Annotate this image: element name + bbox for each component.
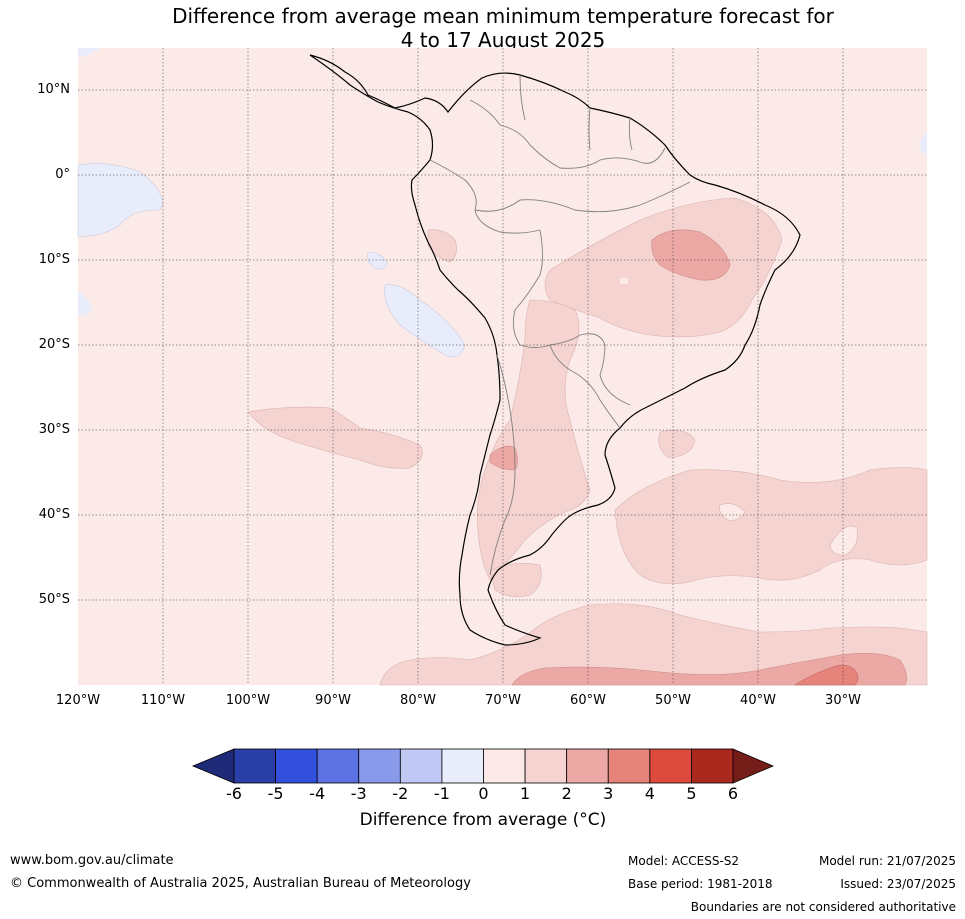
colorbar-tick-label: -1 [433,784,450,803]
model-text: Model: ACCESS-S2 [628,854,740,868]
lat-label: 10°N [37,82,70,97]
anomaly-3-4-patch [793,664,859,686]
colorbar-tick-label: 3 [603,784,614,803]
lat-label: 40°S [38,507,70,522]
colorbar-under-arrow [191,748,235,784]
colorbar-segment [691,748,734,784]
negative-anomaly-patch [384,284,466,358]
colorbar-segment [524,748,568,784]
colorbar-tick-label: 0 [478,784,489,803]
colorbar-segment [566,748,609,784]
lon-label: 30°W [825,693,861,708]
colorbar-segment [358,748,401,784]
anomaly-2-3-patch [511,653,907,686]
colorbar-tick-label: -5 [267,784,284,803]
lon-label: 60°W [570,693,606,708]
colorbar-tick-label: -2 [392,784,409,803]
lat-label: 20°S [38,337,70,352]
colorbar-tick-label: 4 [644,784,655,803]
lat-label: 0° [55,167,70,182]
lon-label: 70°W [485,693,521,708]
colorbar-tick-label: 6 [727,784,739,803]
colorbar-tick-label: -6 [226,784,242,803]
anomaly-2-3-patch [651,229,731,281]
south-america-coastline [309,54,801,646]
negative-anomaly-patch [77,163,163,237]
negative-anomaly-patch [919,132,927,154]
issued-text: Issued: 23/07/2025 [840,877,956,891]
colorbar-segment [316,748,360,784]
colorbar-segment [649,748,692,784]
colorbar-segment [483,748,526,784]
colorbar [191,748,775,784]
colorbar-over-arrow [732,748,775,784]
lat-label: 10°S [38,252,70,267]
colorbar-segment [399,748,443,784]
negative-anomaly-patch [78,292,92,316]
anomaly-0-1-hole [829,525,858,556]
page-title: Difference from average mean minimum tem… [78,4,928,52]
anomaly-1-2-patch [614,467,928,585]
anomaly-0-1-hole [620,278,628,284]
base-period-text: Base period: 1981-2018 [628,877,773,891]
colorbar-segment [441,748,484,784]
colorbar-tick-label: 1 [519,784,531,803]
anomaly-2-3-patch [489,445,518,471]
anomaly-1-2-patch [427,229,457,263]
colorbar-title: Difference from average (°C) [359,810,607,830]
colorbar-tick-label: -3 [350,784,367,803]
copyright-text: © Commonwealth of Australia 2025, Austra… [10,876,471,891]
lat-label: 50°S [38,592,70,607]
negative-anomaly-patch [367,251,388,270]
graticule [78,48,927,685]
lon-label: 80°W [400,693,436,708]
country-borders [429,74,691,576]
lon-label: 120°W [55,693,101,708]
lon-label: 90°W [315,693,351,708]
colorbar-tick-label: -4 [309,784,326,803]
website-text: www.bom.gov.au/climate [10,853,174,868]
anomaly-1-2-patch [247,406,423,469]
model-run-text: Model run: 21/07/2025 [818,854,956,868]
disclaimer-text: Boundaries are not considered authoritat… [690,900,956,914]
lat-label: 30°S [38,422,70,437]
lon-label: 110°W [140,693,186,708]
colorbar-segment [233,748,276,784]
colorbar-segment [275,748,318,784]
lon-label: 100°W [225,693,271,708]
anomaly-1-2-patch [489,563,542,597]
colorbar-segment [607,748,651,784]
lon-label: 40°W [740,693,776,708]
negative-anomaly-patch [78,48,100,58]
lon-label: 50°W [655,693,691,708]
anomaly-1-2-patch [658,429,696,459]
anomaly-0-1-hole [719,503,746,521]
colorbar-tick-label: 2 [561,784,572,803]
title-line-1: Difference from average mean minimum tem… [172,4,834,28]
colorbar-tick-label: 5 [686,784,697,803]
